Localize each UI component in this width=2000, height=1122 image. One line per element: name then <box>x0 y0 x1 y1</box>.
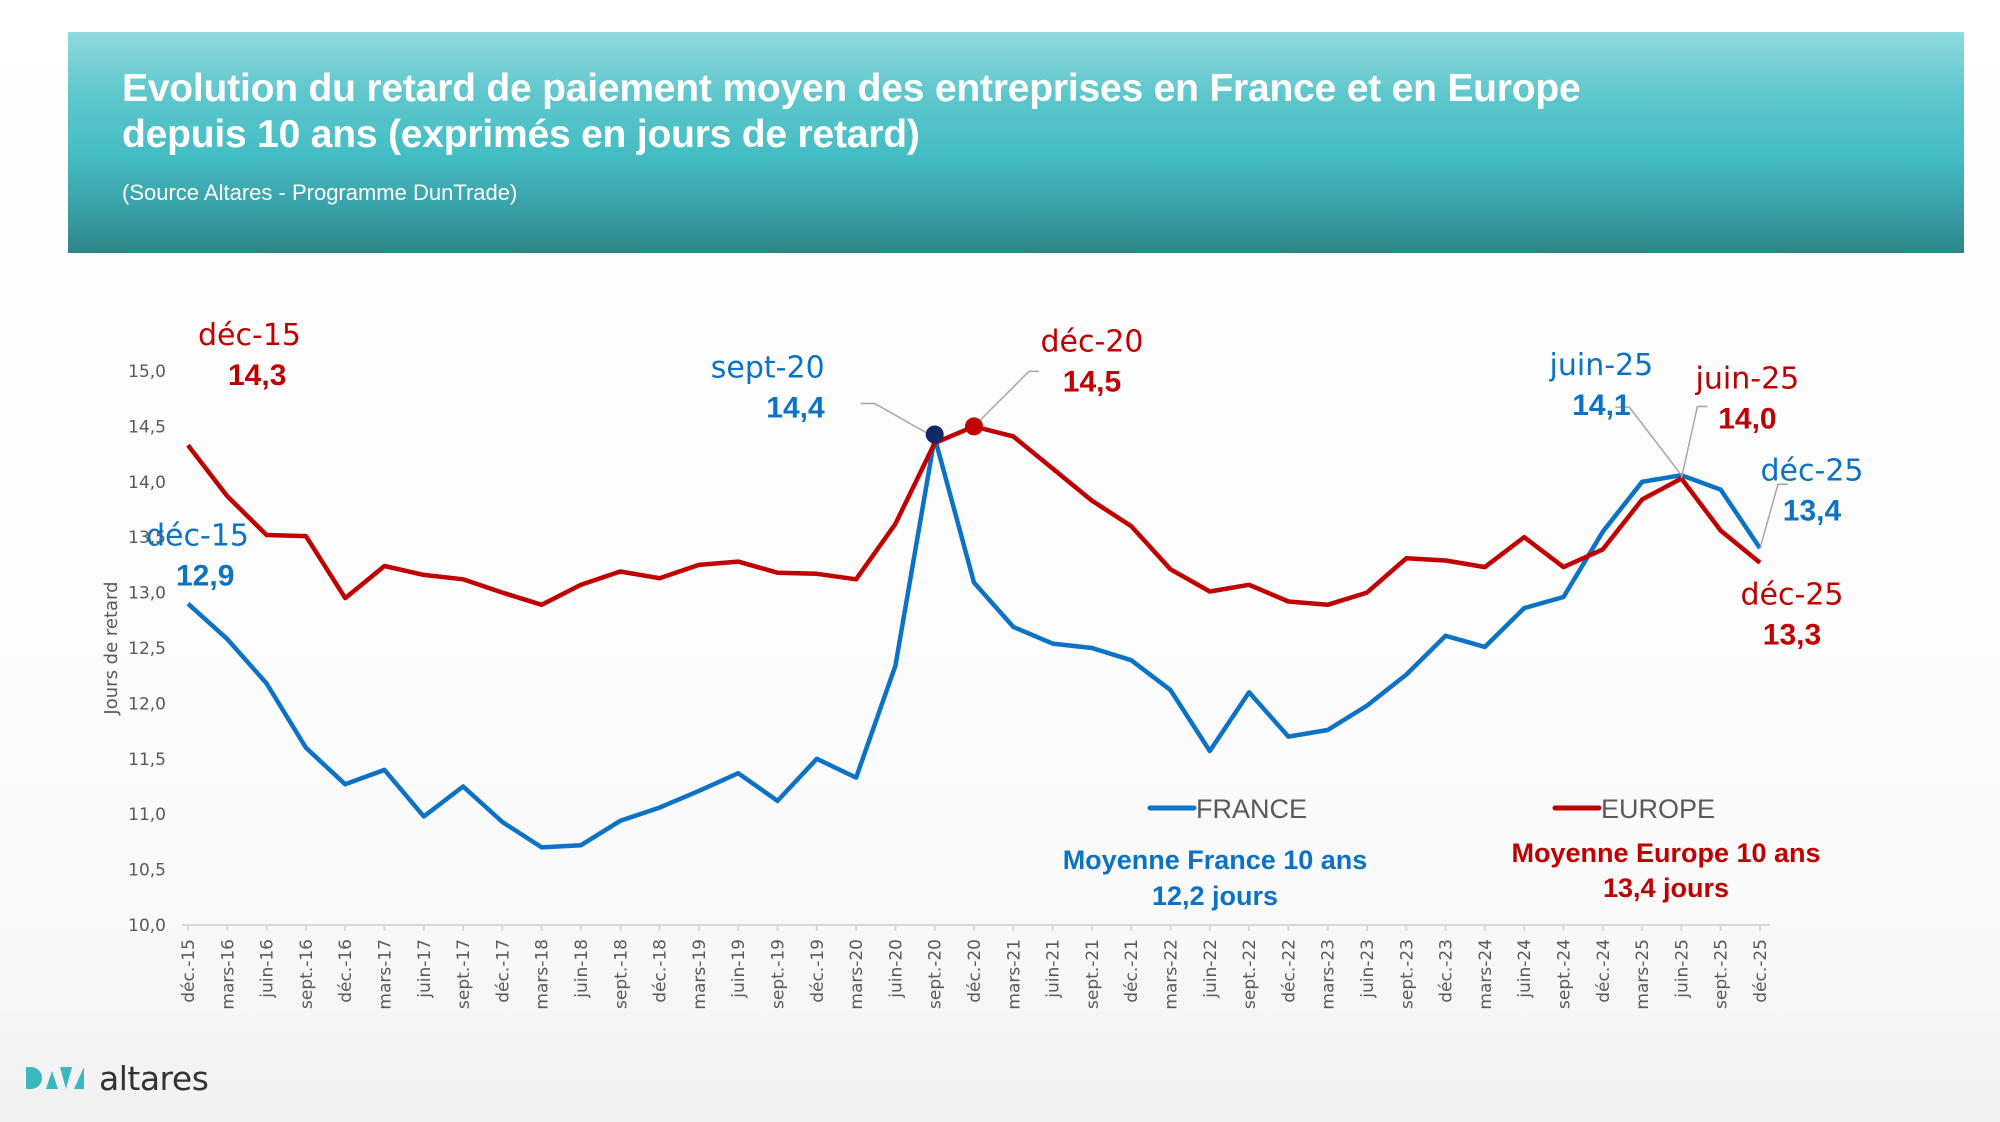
x-tick-label: mars-17 <box>376 939 396 1010</box>
y-tick-label: 10,0 <box>128 916 166 936</box>
annotation-date-label: déc-25 <box>1761 453 1864 488</box>
x-tick-label: mars-23 <box>1319 939 1339 1010</box>
chart-title: Evolution du retard de paiement moyen de… <box>122 66 1882 158</box>
average-label-france: Moyenne France 10 ans <box>1063 845 1368 875</box>
x-tick-label: juin-17 <box>415 939 435 999</box>
x-tick-label: déc.-25 <box>1751 939 1771 1003</box>
x-tick-label: juin-20 <box>886 939 906 999</box>
annotation-leader-line <box>1680 405 1708 479</box>
annotation-date-label: juin-25 <box>1549 348 1654 383</box>
y-tick-label: 15,0 <box>128 362 166 382</box>
x-tick-label: mars-19 <box>690 939 710 1010</box>
x-tick-label: mars-16 <box>218 939 238 1010</box>
annotation-value-label: 12,9 <box>176 560 234 593</box>
chart-title-line-1: Evolution du retard de paiement moyen de… <box>122 67 1581 110</box>
annotation-value-label: 14,5 <box>1063 365 1121 398</box>
header-banner: Evolution du retard de paiement moyen de… <box>68 32 1964 253</box>
x-tick-label: sept.-24 <box>1555 939 1575 1009</box>
altares-logo: altares <box>24 1058 209 1098</box>
x-tick-label: sept.-18 <box>611 939 631 1009</box>
annotation-date-label: juin-25 <box>1695 361 1800 396</box>
x-tick-label: mars-21 <box>1004 939 1024 1010</box>
x-tick-label: juin-23 <box>1358 939 1378 999</box>
y-tick-label: 13,0 <box>128 584 166 604</box>
x-tick-label: mars-24 <box>1476 939 1496 1010</box>
annotation-date-label: déc-15 <box>198 318 301 353</box>
x-tick-label: juin-18 <box>572 939 592 999</box>
x-tick-label: déc.-15 <box>179 939 199 1003</box>
chart-annotations: déc-15 14,3 déc-15 12,9 sept-20 14,4 déc-20 14,… <box>146 318 1864 651</box>
x-tick-label: sept.-20 <box>926 939 946 1009</box>
x-tick-label: juin-16 <box>258 939 278 999</box>
annotation-value-label: 13,4 <box>1783 494 1842 527</box>
chart-legend: FRANCE EUROPE Moyenne France 10 ans 12,2 jo… <box>1063 794 1821 911</box>
x-tick-label: déc.-21 <box>1122 939 1142 1003</box>
x-tick-label: mars-22 <box>1162 939 1182 1010</box>
chart-axes: 10,0 10,5 11,0 11,5 12,0 12,5 13,0 13,5 14,0 14,5… <box>101 362 1771 1010</box>
x-tick-label: sept.-22 <box>1240 939 1260 1009</box>
annotation-value-label: 14,4 <box>766 391 825 424</box>
annotation-date-label: déc-20 <box>1041 324 1144 359</box>
y-axis-title: Jours de retard <box>101 581 122 715</box>
y-tick-label: 12,5 <box>128 639 166 659</box>
x-tick-label: sept.-23 <box>1397 939 1417 1009</box>
x-tick-label: déc.-18 <box>651 939 671 1003</box>
annotation-marker <box>965 417 983 436</box>
legend-label-europe: EUROPE <box>1601 794 1715 824</box>
x-tick-label: sept.-25 <box>1712 939 1732 1009</box>
x-tick-label: déc.-22 <box>1279 939 1299 1003</box>
x-tick-label: sept.-19 <box>769 939 789 1009</box>
data-logo-icon <box>26 1067 84 1089</box>
annotation-value-label: 14,0 <box>1718 402 1776 435</box>
x-tick-label: déc.-19 <box>808 939 828 1003</box>
annotation-marker <box>925 425 944 444</box>
annotation-value-label: 14,1 <box>1572 389 1630 422</box>
series-line-france <box>186 435 1762 850</box>
x-tick-label: déc.-24 <box>1594 939 1614 1003</box>
legend-label-france: FRANCE <box>1196 794 1307 824</box>
y-tick-label: 13,5 <box>128 528 166 548</box>
y-tick-label: 14,5 <box>128 417 166 437</box>
average-value-europe: 13,4 jours <box>1603 873 1729 903</box>
annotation-leader-line <box>1759 483 1788 549</box>
annotation-date-label: déc-25 <box>1741 578 1844 613</box>
x-tick-label: mars-25 <box>1633 939 1653 1010</box>
x-tick-label: mars-20 <box>847 939 867 1010</box>
chart-source: (Source Altares - Programme DunTrade) <box>122 180 518 205</box>
x-tick-label: déc.-17 <box>493 939 513 1003</box>
x-tick-label: déc.-16 <box>336 939 356 1003</box>
annotation-value-label: 13,3 <box>1763 619 1821 652</box>
x-tick-label: juin-22 <box>1201 939 1221 999</box>
x-tick-label: déc.-23 <box>1437 939 1457 1003</box>
annotation-leader-line <box>860 402 936 439</box>
x-tick-label: sept.-16 <box>297 939 317 1009</box>
annotation-value-label: 14,3 <box>228 359 286 392</box>
y-tick-label: 10,5 <box>128 861 166 881</box>
annotation-date-label: sept-20 <box>711 350 825 385</box>
y-tick-label: 14,0 <box>128 473 166 493</box>
average-value-france: 12,2 jours <box>1152 881 1278 911</box>
annotation-leader-line <box>973 370 1039 427</box>
chart-series <box>186 424 1762 850</box>
x-tick-label: déc.-20 <box>965 939 985 1003</box>
logo-wordmark: altares <box>99 1058 209 1098</box>
average-label-europe: Moyenne Europe 10 ans <box>1511 838 1820 868</box>
x-tick-label: mars-18 <box>533 939 553 1010</box>
y-tick-label: 12,0 <box>128 694 166 714</box>
y-tick-label: 11,0 <box>128 805 166 825</box>
x-tick-label: juin-19 <box>729 939 749 999</box>
x-tick-label: juin-21 <box>1044 939 1064 999</box>
x-tick-label: juin-25 <box>1672 939 1692 999</box>
annotation-date-label: déc-15 <box>146 519 249 554</box>
x-tick-label: juin-24 <box>1515 939 1535 999</box>
x-tick-label: sept.-21 <box>1083 939 1103 1009</box>
x-tick-label: sept.-17 <box>454 939 474 1009</box>
y-tick-label: 11,5 <box>128 750 166 770</box>
chart-title-line-2: depuis 10 ans (exprimés en jours de reta… <box>122 113 920 156</box>
annotation-leader-line <box>1615 406 1682 476</box>
